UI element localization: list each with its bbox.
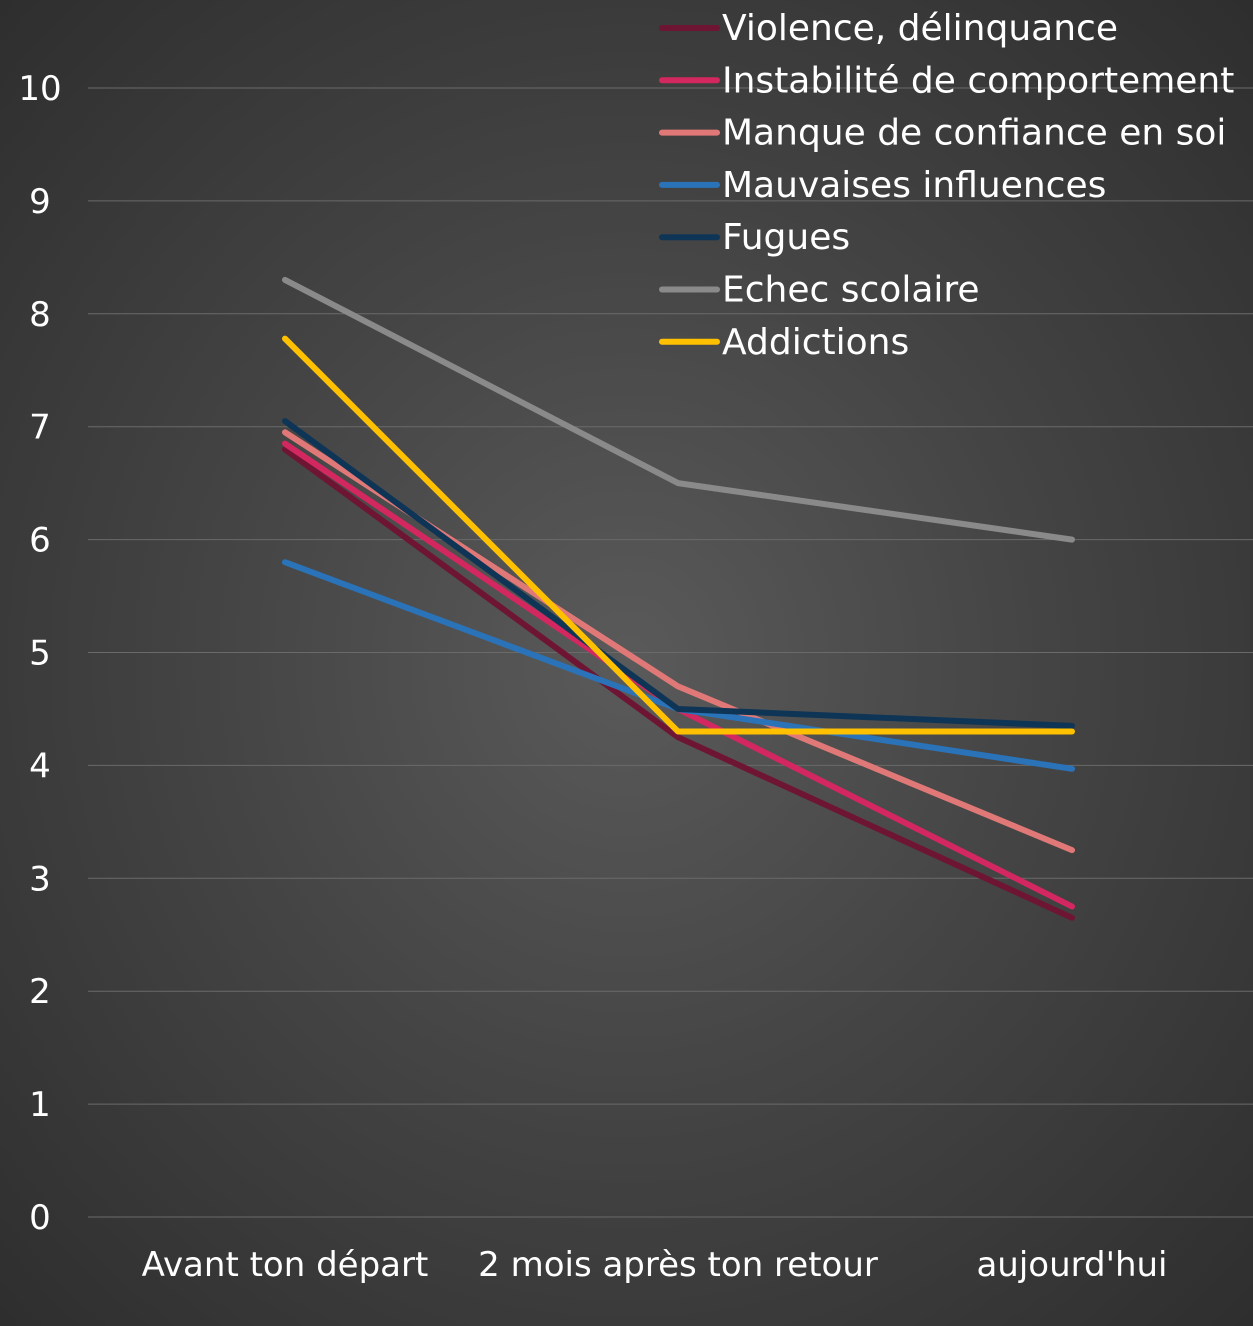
legend-label: Manque de confiance en soi xyxy=(722,113,1226,154)
x-axis-category-labels: Avant ton départ 2 mois après ton retour a… xyxy=(142,1245,1168,1285)
legend-label: Mauvaises influences xyxy=(722,165,1106,206)
legend: Violence, délinquance Instabilité de comp… xyxy=(659,8,1234,363)
x-category-label: Avant ton départ xyxy=(142,1245,429,1285)
y-tick-label: 0 xyxy=(29,1198,51,1238)
y-tick-label: 1 xyxy=(29,1085,51,1125)
x-category-label: aujourd'hui xyxy=(976,1245,1167,1285)
y-tick-label: 6 xyxy=(29,521,51,561)
legend-label: Fugues xyxy=(722,217,850,258)
legend-label: Addictions xyxy=(722,322,909,363)
y-tick-label: 2 xyxy=(29,972,51,1012)
y-tick-label: 7 xyxy=(29,408,51,448)
gridlines xyxy=(88,87,1253,1218)
y-tick-label: 5 xyxy=(29,634,51,674)
series-line xyxy=(282,446,1075,921)
y-tick-label: 3 xyxy=(29,859,51,899)
y-tick-label: 8 xyxy=(29,295,51,335)
y-axis-tick-labels: 0 1 2 3 4 5 6 7 8 9 10 xyxy=(18,69,61,1238)
legend-label: Instabilité de comportement xyxy=(722,60,1234,101)
series-line xyxy=(282,429,1075,854)
series-line xyxy=(282,440,1075,910)
y-tick-label: 10 xyxy=(18,69,61,109)
x-category-label: 2 mois après ton retour xyxy=(478,1245,878,1285)
series-lines xyxy=(282,276,1075,921)
legend-label: Echec scolaire xyxy=(722,270,980,311)
y-tick-label: 4 xyxy=(29,746,51,786)
y-tick-label: 9 xyxy=(29,182,51,222)
legend-label: Violence, délinquance xyxy=(722,8,1118,49)
series-line xyxy=(282,276,1075,543)
series-line xyxy=(282,418,1075,729)
series-line xyxy=(282,335,1075,735)
